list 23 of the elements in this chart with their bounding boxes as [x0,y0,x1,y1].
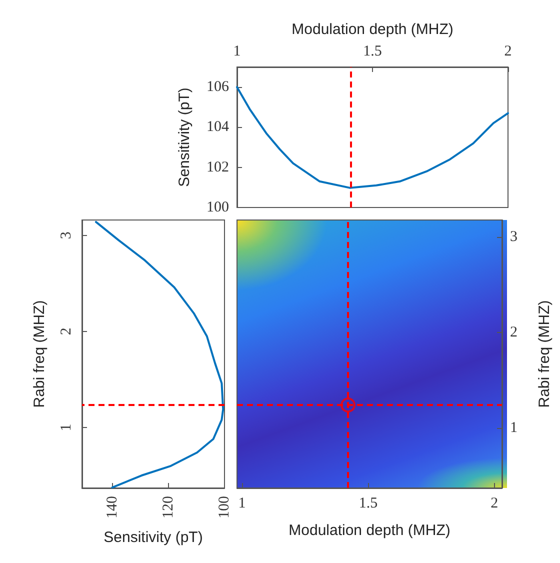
y-tick-label: 104 [206,119,230,136]
y-tick-label: 100 [206,200,229,216]
x-tick-label: 140 [104,496,121,518]
x-tick-label: 1.5 [358,496,378,512]
y-tick-label: 1 [510,420,518,436]
y-tick-label: 102 [206,159,229,176]
y-tick-label: 2 [510,324,518,341]
x-tick-label: 120 [160,496,177,518]
y-axis-title: Sensitivity (pT) [176,88,193,187]
y-tick-label: 1 [58,424,74,432]
x-axis-title: Sensitivity (pT) [104,529,203,546]
x-tick-label: 2 [490,496,498,512]
y-axis-title: Rabi freq (MHZ) [536,300,553,408]
y-tick-label: 106 [206,79,230,96]
x-tick-label: 1.5 [363,44,382,60]
y-tick-label: 3 [58,232,74,240]
x-axis-title: Modulation depth (MHZ) [292,21,454,38]
y-tick-label: 3 [510,229,518,246]
y-axis-title: Rabi freq (MHZ) [31,300,48,408]
x-tick-label: 1 [238,496,246,512]
y-tick-label: 2 [58,328,74,336]
x-tick-label: 1 [233,44,241,60]
x-axis-title: Modulation depth (MHZ) [288,522,450,539]
